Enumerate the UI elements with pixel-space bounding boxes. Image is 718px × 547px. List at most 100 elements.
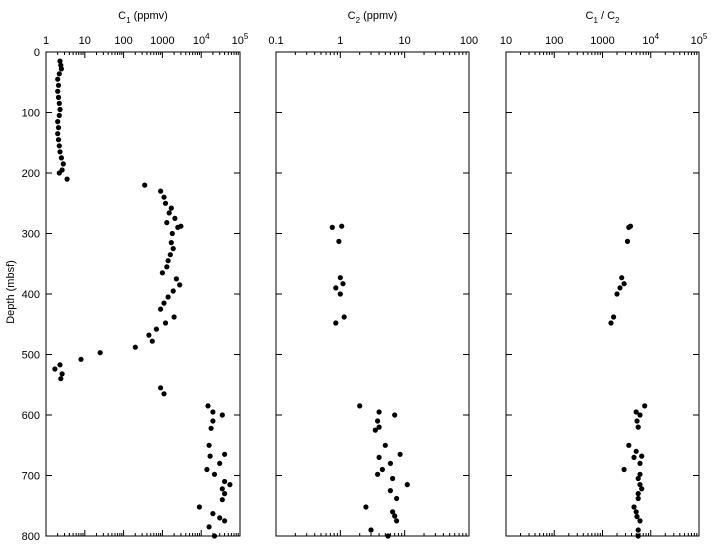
data-point xyxy=(165,294,171,300)
data-point xyxy=(633,409,639,415)
y-tick-label: 700 xyxy=(22,471,40,483)
data-point xyxy=(635,475,641,482)
data-point xyxy=(55,137,62,143)
data-point xyxy=(52,366,58,372)
data-point xyxy=(404,482,410,488)
y-tick-label: 600 xyxy=(22,410,40,422)
data-point xyxy=(56,100,62,106)
data-point xyxy=(621,281,627,287)
x-tick-label: 104 xyxy=(193,32,210,47)
data-point xyxy=(368,527,374,533)
data-point xyxy=(631,454,637,460)
data-point xyxy=(341,314,347,320)
y-tick-label: 300 xyxy=(22,229,40,241)
data-point xyxy=(339,223,345,229)
data-point xyxy=(337,275,343,281)
data-point xyxy=(392,513,398,519)
data-point xyxy=(633,448,639,454)
data-point xyxy=(173,276,179,282)
data-point xyxy=(170,246,176,252)
data-point xyxy=(60,161,66,167)
data-point xyxy=(635,491,641,497)
data-point xyxy=(97,350,103,356)
x-tick-label: 105 xyxy=(691,32,708,47)
data-point xyxy=(387,488,393,494)
data-point xyxy=(375,418,381,424)
x-tick-label: 1000 xyxy=(590,35,614,47)
x-tick-label: 0.1 xyxy=(268,35,283,47)
data-point xyxy=(333,320,339,326)
data-point xyxy=(379,466,385,473)
data-point xyxy=(387,460,393,466)
x-tick-label: 104 xyxy=(642,32,659,47)
data-point xyxy=(642,403,648,409)
data-point xyxy=(207,453,213,459)
data-point xyxy=(357,403,363,409)
data-point xyxy=(631,504,637,510)
data-point xyxy=(624,238,631,244)
data-point xyxy=(55,88,61,94)
data-point xyxy=(614,291,620,297)
data-point xyxy=(392,412,398,418)
data-point xyxy=(164,264,170,270)
data-point xyxy=(153,326,159,332)
x-tick-label: 100 xyxy=(545,35,563,47)
data-point xyxy=(57,362,63,368)
data-point xyxy=(56,112,62,119)
data-point xyxy=(177,282,183,288)
data-point xyxy=(56,143,62,149)
data-point xyxy=(168,240,174,246)
panel-title: C1 (ppmv) xyxy=(118,10,168,25)
data-point xyxy=(372,427,378,433)
data-point xyxy=(637,518,643,524)
plot-frame xyxy=(45,51,241,537)
data-point xyxy=(219,486,225,492)
data-point xyxy=(55,94,62,100)
data-point xyxy=(608,320,614,326)
data-point xyxy=(217,515,223,521)
data-point xyxy=(635,527,641,533)
data-point xyxy=(58,66,64,72)
data-point xyxy=(206,524,212,530)
data-point xyxy=(336,238,342,244)
data-point xyxy=(390,509,396,515)
data-point xyxy=(169,230,175,237)
data-point xyxy=(337,291,343,297)
data-point xyxy=(394,518,400,524)
data-point xyxy=(204,466,210,473)
data-point xyxy=(208,425,214,431)
data-point xyxy=(222,491,228,497)
data-point xyxy=(376,454,382,460)
data-point xyxy=(635,533,641,539)
data-point xyxy=(340,281,346,287)
data-points xyxy=(608,223,648,539)
data-point xyxy=(58,155,64,161)
data-point xyxy=(219,497,225,503)
data-point xyxy=(639,486,645,492)
data-point xyxy=(635,424,641,430)
data-point xyxy=(390,475,396,482)
data-point xyxy=(634,514,640,520)
data-point xyxy=(637,471,643,477)
data-point xyxy=(55,119,61,125)
data-point xyxy=(637,412,643,418)
data-point xyxy=(206,442,212,448)
data-point xyxy=(159,270,165,276)
data-point xyxy=(637,482,643,488)
data-point xyxy=(376,409,382,415)
data-point xyxy=(55,131,61,137)
data-point xyxy=(626,442,632,448)
data-point xyxy=(78,356,84,362)
data-point xyxy=(637,460,643,466)
data-point xyxy=(639,453,645,459)
data-point xyxy=(162,200,169,206)
data-point xyxy=(56,170,62,176)
data-point xyxy=(617,285,623,291)
data-point xyxy=(375,471,381,477)
data-point xyxy=(627,223,634,229)
x-tick-label: 1 xyxy=(337,35,343,47)
data-point xyxy=(397,451,403,457)
data-point xyxy=(394,495,400,502)
data-point xyxy=(621,466,627,473)
